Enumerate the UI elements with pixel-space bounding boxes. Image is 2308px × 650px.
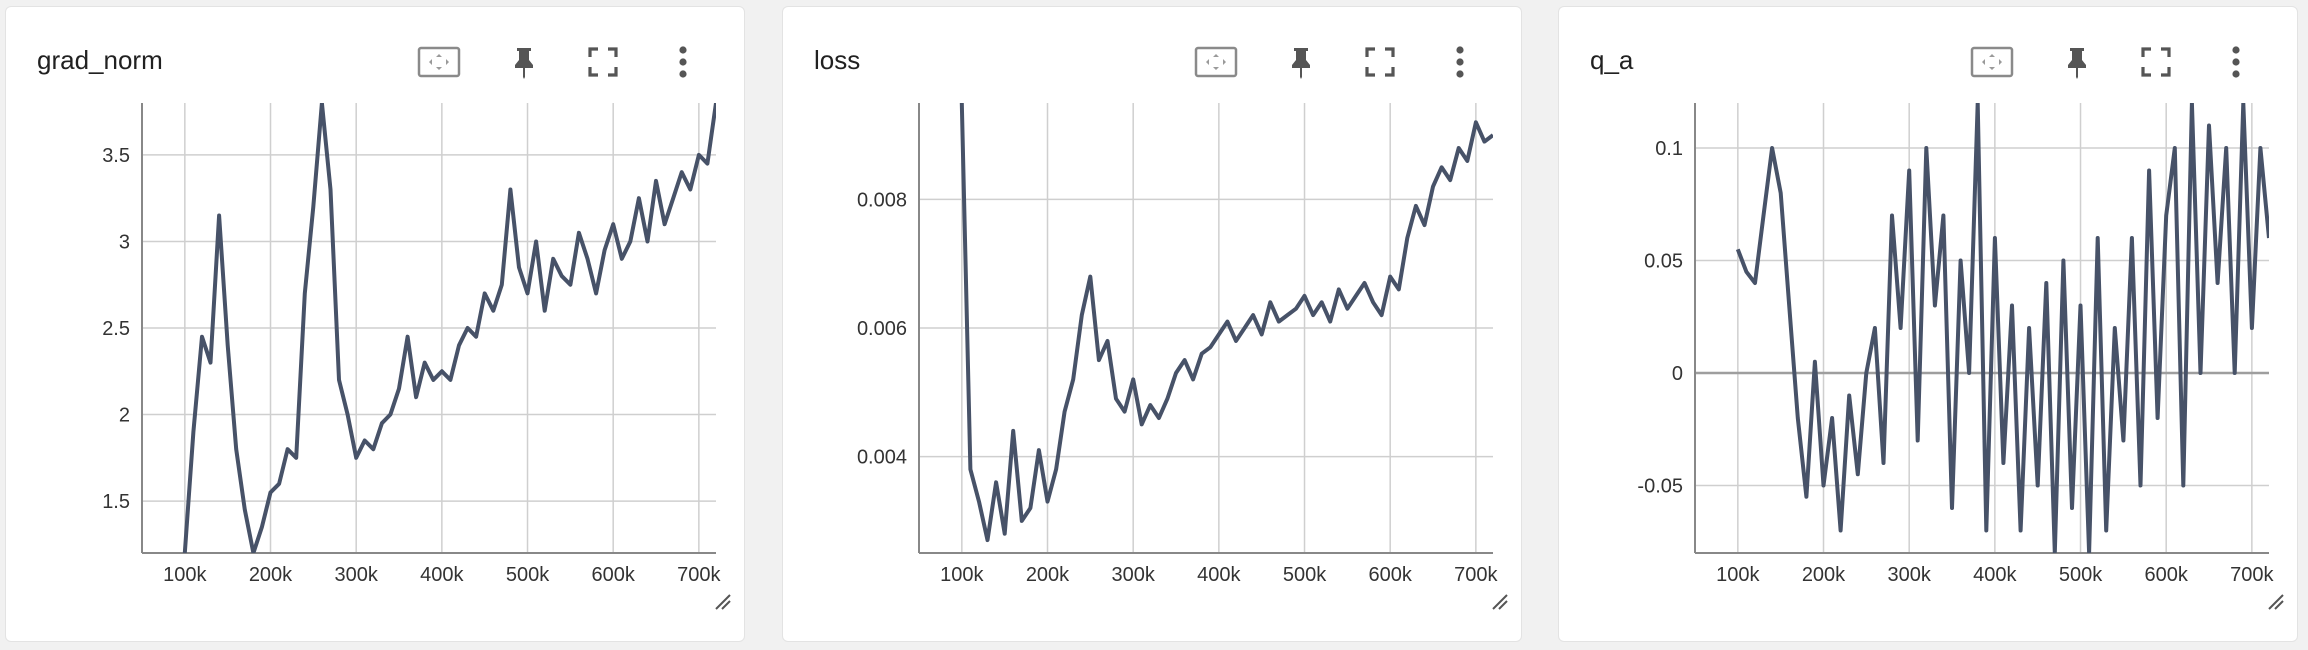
x-tick-label: 500k	[506, 564, 550, 586]
y-tick-label: 0.004	[857, 447, 907, 469]
x-tick-label: 300k	[1111, 564, 1155, 586]
card-grad-norm: grad_norm 100k 200k 300k 400k 500k 600k 700k 1.…	[5, 6, 745, 642]
fit-domain-icon[interactable]	[1967, 37, 2017, 87]
fullscreen-icon[interactable]	[1355, 37, 1405, 87]
more-vert-icon[interactable]	[1435, 37, 1485, 87]
x-tick-label: 200k	[1802, 564, 1846, 586]
card-loss: loss 100k 200k 300k 400k 500k 600k 700k 0.004 0.…	[782, 6, 1522, 642]
fullscreen-icon[interactable]	[2131, 37, 2181, 87]
card-toolbar	[414, 37, 744, 87]
x-tick-label: 400k	[420, 564, 464, 586]
x-tick-label: 300k	[334, 564, 378, 586]
card-q-a: q_a 100k 200k 300k 400k 500k 600k 700k -0.05 0 0.…	[1558, 6, 2298, 642]
more-vert-icon[interactable]	[2211, 37, 2261, 87]
card-title: loss	[814, 45, 861, 75]
line-chart[interactable]: 100k 200k 300k 400k 500k 600k 700k 0.004 0.006 0.…	[783, 7, 1523, 643]
series-line	[182, 103, 716, 553]
x-tick-label: 700k	[1454, 564, 1498, 586]
y-tick-label: 3.5	[102, 145, 130, 167]
more-vert-icon[interactable]	[658, 37, 708, 87]
line-chart[interactable]: 100k 200k 300k 400k 500k 600k 700k 1.5 2 2.5 3 3.5	[6, 7, 746, 643]
y-tick-label: 0	[1672, 363, 1683, 385]
y-tick-label: 0.05	[1644, 251, 1683, 273]
pin-icon[interactable]	[2052, 37, 2102, 87]
card-title: q_a	[1590, 45, 1634, 75]
x-tick-label: 400k	[1973, 564, 2017, 586]
series-line	[1735, 103, 2269, 553]
y-tick-label: 3	[119, 231, 130, 253]
line-chart[interactable]: 100k 200k 300k 400k 500k 600k 700k -0.05 0 0.05 0.…	[1559, 7, 2299, 643]
card-toolbar	[1191, 37, 1521, 87]
y-tick-label: 2.5	[102, 318, 130, 340]
x-tick-label: 700k	[677, 564, 721, 586]
series-line	[959, 103, 1493, 543]
fullscreen-icon[interactable]	[578, 37, 628, 87]
fit-domain-icon[interactable]	[414, 37, 464, 87]
resize-handle-icon[interactable]	[712, 591, 732, 611]
pin-icon[interactable]	[1276, 37, 1326, 87]
fit-domain-icon[interactable]	[1191, 37, 1241, 87]
resize-handle-icon[interactable]	[1489, 591, 1509, 611]
y-tick-label: 0.008	[857, 189, 907, 211]
x-tick-label: 300k	[1887, 564, 1931, 586]
y-tick-label: 1.5	[102, 491, 130, 513]
y-tick-label: -0.05	[1637, 476, 1683, 498]
x-tick-label: 700k	[2230, 564, 2274, 586]
x-tick-label: 100k	[163, 564, 207, 586]
x-tick-label: 200k	[249, 564, 293, 586]
x-tick-label: 200k	[1026, 564, 1070, 586]
x-tick-label: 100k	[1716, 564, 1760, 586]
x-tick-label: 600k	[2145, 564, 2189, 586]
x-tick-label: 100k	[940, 564, 984, 586]
x-tick-label: 500k	[2059, 564, 2103, 586]
card-toolbar	[1967, 37, 2297, 87]
pin-icon[interactable]	[499, 37, 549, 87]
x-tick-label: 600k	[1369, 564, 1413, 586]
x-tick-label: 400k	[1197, 564, 1241, 586]
card-title: grad_norm	[37, 45, 163, 75]
y-tick-label: 0.1	[1655, 138, 1683, 160]
x-tick-label: 600k	[592, 564, 636, 586]
y-tick-label: 0.006	[857, 318, 907, 340]
y-tick-label: 2	[119, 405, 130, 427]
x-tick-label: 500k	[1283, 564, 1327, 586]
resize-handle-icon[interactable]	[2265, 591, 2285, 611]
